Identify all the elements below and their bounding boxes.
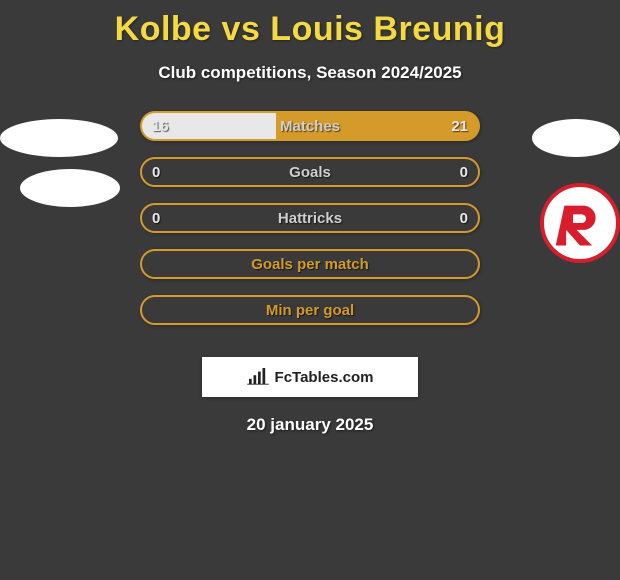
left-club-mark-1 bbox=[0, 119, 118, 157]
right-club-badge bbox=[540, 183, 620, 263]
stat-label: Goals bbox=[142, 159, 478, 185]
right-club-mark-1 bbox=[532, 119, 620, 157]
stat-value-right: 0 bbox=[460, 159, 468, 185]
bar-chart-icon bbox=[247, 368, 269, 386]
subtitle: Club competitions, Season 2024/2025 bbox=[0, 63, 620, 83]
club-r-icon bbox=[554, 197, 606, 249]
stat-label: Goals per match bbox=[142, 251, 478, 277]
page-title: Kolbe vs Louis Breunig bbox=[0, 0, 620, 49]
stat-label: Min per goal bbox=[142, 297, 478, 323]
stat-bar-goals-per-match: Goals per match bbox=[140, 249, 480, 279]
stat-bars: 16 Matches 21 0 Goals 0 0 Hattricks 0 Go… bbox=[140, 111, 480, 341]
footer-date: 20 january 2025 bbox=[0, 415, 620, 435]
brand-box: FcTables.com bbox=[202, 357, 418, 397]
left-club-mark-2 bbox=[20, 169, 120, 207]
stat-bar-goals: 0 Goals 0 bbox=[140, 157, 480, 187]
stat-label: Hattricks bbox=[142, 205, 478, 231]
stat-bar-hattricks: 0 Hattricks 0 bbox=[140, 203, 480, 233]
stat-value-right: 21 bbox=[451, 113, 468, 139]
brand-text: FcTables.com bbox=[275, 369, 374, 386]
stat-bar-matches: 16 Matches 21 bbox=[140, 111, 480, 141]
comparison-panel: 16 Matches 21 0 Goals 0 0 Hattricks 0 Go… bbox=[0, 111, 620, 341]
stat-label: Matches bbox=[142, 113, 478, 139]
stat-value-right: 0 bbox=[460, 205, 468, 231]
stat-bar-min-per-goal: Min per goal bbox=[140, 295, 480, 325]
